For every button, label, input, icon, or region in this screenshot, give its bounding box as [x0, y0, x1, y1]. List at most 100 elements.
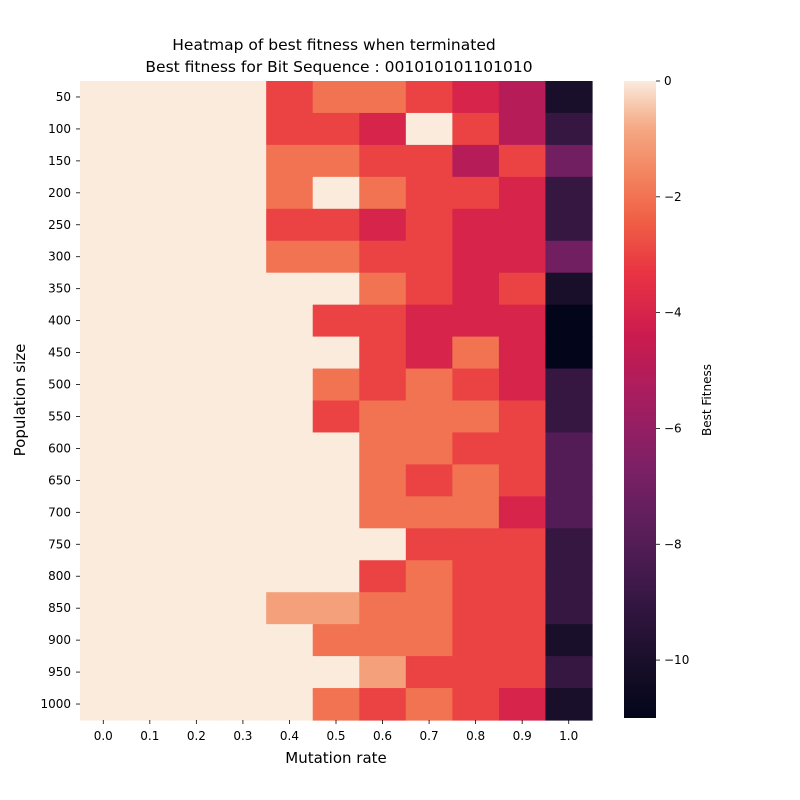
colorbar-tick-label: −6 [664, 421, 682, 435]
heatmap-cell-350-0.9 [498, 272, 547, 306]
heatmap-cell-950-0.8 [452, 656, 500, 689]
heatmap-cell-250-0.6 [359, 208, 407, 242]
y-tick-label: 50 [56, 90, 71, 104]
heatmap-cell-1000-0.7 [405, 688, 453, 721]
y-tick-label: 250 [48, 218, 71, 232]
y-tick-label: 900 [48, 633, 71, 647]
heatmap-cell-550-0.7 [405, 400, 453, 434]
heatmap-cell-400-0.9 [498, 304, 547, 338]
heatmap-cell-950-0.6 [359, 656, 407, 689]
heatmap-cell-450-0.0 [80, 336, 128, 370]
heatmap-cell-350-0.2 [173, 272, 221, 306]
heatmap-cell-550-0.5 [312, 400, 360, 434]
heatmap-cell-1000-0.3 [219, 688, 267, 721]
heatmap-cell-850-0.2 [173, 592, 221, 625]
y-tick-label: 500 [48, 378, 71, 392]
heatmap-cell-100-0.0 [80, 112, 128, 146]
y-tick-label: 600 [48, 441, 71, 455]
heatmap-cell-600-0.6 [359, 432, 407, 465]
x-tick-label: 0.1 [140, 729, 159, 743]
heatmap-cell-950-0.0 [80, 656, 128, 689]
heatmap-cell-600-1.0 [545, 432, 593, 465]
heatmap-cell-400-0.0 [80, 304, 128, 338]
heatmap-cell-750-0.3 [219, 528, 267, 561]
y-tick-label: 300 [48, 250, 71, 264]
y-axis-ticks: 50 100 150 200 250 300 350 400 450 500 550 600 650 70… [40, 90, 80, 711]
heatmap-cell-450-0.3 [219, 336, 267, 370]
heatmap-cell-250-0.2 [173, 208, 221, 242]
heatmap-cell-750-0.5 [312, 528, 360, 561]
heatmap-cell-50-0.3 [219, 81, 267, 114]
heatmap-cell-950-0.2 [173, 656, 221, 689]
heatmap-cell-100-0.6 [359, 112, 407, 146]
heatmap-cell-900-0.1 [126, 624, 174, 657]
heatmap-cell-600-0.9 [498, 432, 547, 465]
heatmap-cell-750-0.6 [359, 528, 407, 561]
heatmap-cell-200-0.4 [266, 176, 314, 210]
heatmap-cell-300-0.0 [80, 240, 128, 274]
heatmap-cell-550-0.1 [126, 400, 174, 434]
heatmap-cell-600-0.2 [173, 432, 221, 465]
heatmap-cell-100-0.7 [405, 112, 453, 146]
heatmap-cell-900-0.3 [219, 624, 267, 657]
heatmap-cell-400-0.4 [266, 304, 314, 338]
heatmap-cell-150-0.9 [498, 144, 547, 178]
heatmap-cell-850-1.0 [545, 592, 593, 625]
heatmap-cell-850-0.0 [80, 592, 128, 625]
y-tick-label: 200 [48, 186, 71, 200]
y-axis-label: Population size [11, 344, 29, 457]
heatmap-cell-600-0.1 [126, 432, 174, 465]
heatmap-cell-550-0.3 [219, 400, 267, 434]
heatmap-cell-450-0.9 [498, 336, 547, 370]
heatmap-cell-350-0.1 [126, 272, 174, 306]
heatmap-cell-350-0.4 [266, 272, 314, 306]
heatmap-cell-500-0.2 [173, 368, 221, 402]
heatmap-cell-200-0.9 [498, 176, 547, 210]
heatmap-cell-750-0.8 [452, 528, 500, 561]
heatmap-cell-400-0.3 [219, 304, 267, 338]
heatmap-cell-150-0.0 [80, 144, 128, 178]
heatmap-cell-350-0.3 [219, 272, 267, 306]
heatmap-cell-150-0.4 [266, 144, 314, 178]
heatmap-cell-500-0.9 [498, 368, 547, 402]
heatmap-cell-700-0.6 [359, 496, 407, 529]
y-tick-label: 850 [48, 601, 71, 615]
heatmap-cell-850-0.7 [405, 592, 453, 625]
heatmap-cell-900-0.7 [405, 624, 453, 657]
heatmap-cell-800-0.0 [80, 560, 128, 593]
heatmap-cell-850-0.5 [312, 592, 360, 625]
heatmap-cell-100-1.0 [545, 112, 593, 146]
heatmap-cell-100-0.8 [452, 112, 500, 146]
heatmap-cell-800-0.8 [452, 560, 500, 593]
heatmap-cell-800-1.0 [545, 560, 593, 593]
heatmap-cell-950-0.4 [266, 656, 314, 689]
heatmap-cell-450-0.1 [126, 336, 174, 370]
heatmap-cell-300-0.9 [498, 240, 547, 274]
heatmap-cell-250-0.5 [312, 208, 360, 242]
heatmap-cell-400-0.5 [312, 304, 360, 338]
heatmap-cell-700-0.7 [405, 496, 453, 529]
heatmap-cell-400-1.0 [545, 304, 593, 338]
heatmap-cell-500-0.5 [312, 368, 360, 402]
heatmap-cell-250-0.1 [126, 208, 174, 242]
heatmap-cell-50-0.5 [312, 81, 360, 114]
heatmap-cell-650-0.8 [452, 464, 500, 497]
heatmap-cell-750-0.4 [266, 528, 314, 561]
heatmap-cell-800-0.4 [266, 560, 314, 593]
heatmap-cell-250-0.7 [405, 208, 453, 242]
heatmap-cell-350-1.0 [545, 272, 593, 306]
heatmap-cell-500-1.0 [545, 368, 593, 402]
heatmap-cell-800-0.5 [312, 560, 360, 593]
heatmap-cell-900-0.0 [80, 624, 128, 657]
heatmap-cell-900-1.0 [545, 624, 593, 657]
heatmap-cell-550-0.4 [266, 400, 314, 434]
heatmap-cell-900-0.9 [498, 624, 547, 657]
heatmap-cell-1000-0.1 [126, 688, 174, 721]
heatmap-cell-200-0.7 [405, 176, 453, 210]
heatmap-cell-650-0.4 [266, 464, 314, 497]
x-tick-label: 0.5 [326, 729, 345, 743]
heatmap-cell-500-0.8 [452, 368, 500, 402]
heatmap-cell-100-0.9 [498, 112, 547, 146]
colorbar-tick-label: −2 [664, 190, 682, 204]
